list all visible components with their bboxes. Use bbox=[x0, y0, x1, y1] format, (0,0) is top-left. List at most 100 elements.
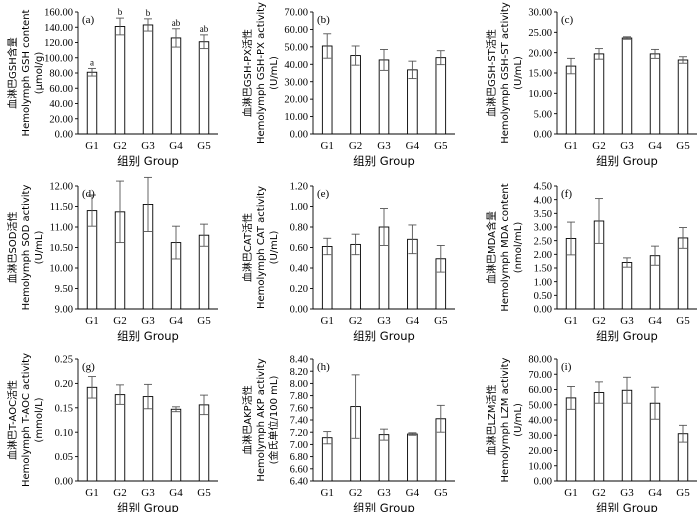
y-axis-title-line-1: 血淋巴MDA含量 bbox=[485, 211, 498, 284]
x-tick-label: G2 bbox=[113, 487, 126, 499]
x-tick-label: G5 bbox=[676, 315, 690, 327]
bar-g2 bbox=[114, 26, 126, 135]
bar-g5 bbox=[198, 404, 210, 482]
y-tick-label: 0.60 bbox=[290, 243, 308, 254]
y-tick-label: 140.00 bbox=[44, 23, 73, 34]
y-tick-label: 30.00 bbox=[284, 77, 308, 88]
y-tick-label: 2.00 bbox=[534, 250, 552, 261]
chart-panel-4: 9.00 9.50 10.00 10.50 11.00 11.50 12.00 G1 G2 G3 G… bbox=[6, 176, 218, 343]
y-tick-label: 20.00 bbox=[528, 446, 552, 457]
panel-label: (h) bbox=[317, 361, 330, 373]
y-tick-label: 100.00 bbox=[44, 53, 73, 64]
y-axis-title-line-3: (U/mL) bbox=[34, 231, 45, 265]
x-tick-label: G3 bbox=[620, 140, 634, 152]
x-tick-label: G3 bbox=[141, 315, 155, 327]
y-tick-label: 4.00 bbox=[534, 195, 552, 206]
x-tick-label: G1 bbox=[85, 140, 98, 152]
y-tick-label: 25.00 bbox=[528, 28, 552, 39]
bar-g2 bbox=[593, 392, 605, 482]
panel-label: (a) bbox=[82, 14, 95, 26]
x-tick-label: G4 bbox=[169, 315, 183, 327]
y-tick-label: 12.00 bbox=[49, 182, 73, 193]
chart-panel-1: 0.00 20.00 40.00 60.00 80.00 100.00 120.00 140.… bbox=[6, 7, 218, 168]
y-tick-label: 80.00 bbox=[528, 355, 552, 366]
bar-g4 bbox=[407, 433, 418, 482]
x-axis-title: 组别 Group bbox=[596, 501, 658, 512]
x-tick-label: G2 bbox=[592, 140, 605, 152]
y-tick-label: 20.00 bbox=[528, 48, 552, 59]
y-tick-label: 10.00 bbox=[284, 112, 308, 123]
x-tick-label: G1 bbox=[564, 487, 577, 499]
y-tick-label: 7.40 bbox=[290, 416, 308, 427]
y-tick-label: 40.00 bbox=[49, 99, 73, 110]
x-tick-label: G2 bbox=[349, 487, 362, 499]
y-axis-title-line-3: (mmol/L) bbox=[34, 397, 45, 442]
bar-g5 bbox=[198, 41, 210, 135]
y-tick-label: 9.00 bbox=[55, 305, 73, 316]
y-tick-label: 0.10 bbox=[55, 428, 73, 439]
x-tick-label: G3 bbox=[377, 140, 391, 152]
chart-panel-8: 6.40 6.606.807.007.207.40 7.607.808.008.20… bbox=[241, 355, 455, 512]
y-tick-label: 11.50 bbox=[50, 202, 73, 213]
bar-g4 bbox=[170, 37, 182, 135]
y-tick-label: 6.60 bbox=[290, 464, 308, 475]
x-tick-label: G3 bbox=[141, 140, 155, 152]
x-axis-title: 组别 Group bbox=[353, 154, 415, 168]
bar-g1 bbox=[565, 65, 577, 135]
x-tick-label: G3 bbox=[141, 487, 155, 499]
y-axis-title-line-3: (U/mL) bbox=[513, 56, 524, 90]
y-tick-label: 2.50 bbox=[534, 236, 552, 247]
y-axis-title-line-1: 血淋巴GSH含量 bbox=[6, 37, 19, 109]
x-tick-label: G3 bbox=[620, 315, 634, 327]
y-tick-label: 160.00 bbox=[44, 8, 73, 19]
significance-label: a bbox=[90, 57, 94, 67]
y-tick-label: 0.00 bbox=[290, 305, 308, 316]
y-axis-title-line-3: (μmol/g) bbox=[34, 52, 45, 95]
y-tick-label: 8.20 bbox=[290, 367, 308, 378]
chart-panel-2: 0.00 10.00 20.00 30.00 40.00 50.00 60.00 70.00 G… bbox=[241, 2, 455, 168]
chart-panel-7: 0.00 0.05 0.10 0.15 0.20 0.25 G1 G2 G3 G4 G5 (g) 组别 … bbox=[6, 353, 218, 512]
y-tick-label: 7.20 bbox=[290, 428, 308, 439]
y-tick-label: 40.00 bbox=[528, 416, 552, 427]
x-tick-label: G4 bbox=[648, 140, 662, 152]
y-tick-label: 30.00 bbox=[528, 431, 552, 442]
y-axis-title-line-1: 血淋巴T-AOC活性 bbox=[6, 380, 19, 460]
x-axis-title: 组别 Group bbox=[596, 154, 658, 168]
y-tick-label: 1.20 bbox=[290, 182, 308, 193]
y-axis-title-line-2: Hemolymph AKP activity bbox=[256, 358, 267, 481]
y-tick-label: 1.50 bbox=[534, 264, 552, 275]
panel-label: (g) bbox=[82, 361, 95, 373]
y-axis-title-line-3: (金氏单位/100 mL) bbox=[267, 376, 280, 465]
y-axis-title-line-2: Hemolymph GSH-ST activity bbox=[500, 2, 511, 144]
y-tick-label: 8.00 bbox=[290, 379, 308, 390]
y-tick-label: 7.60 bbox=[290, 403, 308, 414]
y-tick-label: 7.80 bbox=[290, 391, 308, 402]
x-tick-label: G2 bbox=[592, 315, 605, 327]
bar-g5 bbox=[435, 57, 447, 135]
y-axis-title-line-1: 血淋巴LZM活性 bbox=[485, 384, 498, 455]
chart-panel-6: 0.00 0.50 1.00 1.50 2.00 2.50 3.00 3.50 4.00 4.50… bbox=[485, 182, 697, 343]
x-tick-label: G5 bbox=[676, 140, 690, 152]
y-tick-label: 0.50 bbox=[534, 291, 552, 302]
y-tick-label: 3.50 bbox=[534, 209, 552, 220]
x-tick-label: G4 bbox=[648, 315, 662, 327]
chart-panel-5: 0.00 0.20 0.40 0.60 0.80 1.00 1.20 G1 G2 G3 G4 G5 (e… bbox=[241, 182, 455, 343]
x-tick-label: G2 bbox=[349, 140, 362, 152]
y-axis-title-line-2: Hemolymph SOD activity bbox=[21, 185, 32, 311]
x-tick-label: G4 bbox=[169, 140, 183, 152]
y-tick-label: 40.00 bbox=[284, 60, 308, 71]
y-tick-label: 0.20 bbox=[55, 379, 73, 390]
bar-g1 bbox=[321, 246, 333, 310]
y-tick-label: 60.00 bbox=[49, 84, 73, 95]
chart-panel-3: 0.00 5.00 10.00 15.00 20.00 25.00 30.00 G1 G2 G3 G… bbox=[485, 2, 697, 168]
panel-label: (d) bbox=[82, 188, 95, 200]
bar-g1 bbox=[321, 45, 333, 135]
x-tick-label: G5 bbox=[676, 487, 690, 499]
y-tick-label: 70.00 bbox=[284, 8, 308, 19]
y-tick-label: 10.00 bbox=[49, 264, 73, 275]
y-tick-label: 0.00 bbox=[55, 130, 73, 141]
significance-label: b bbox=[146, 8, 151, 18]
y-tick-label: 6.80 bbox=[290, 452, 308, 463]
y-tick-label: 30.00 bbox=[528, 8, 552, 19]
